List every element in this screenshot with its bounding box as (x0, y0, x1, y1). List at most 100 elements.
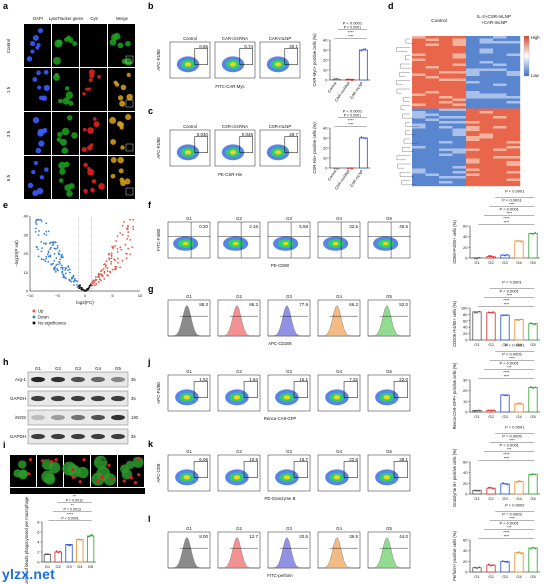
heatmap-cell (479, 138, 494, 142)
heatmap-cell (412, 83, 426, 87)
heatmap-cell (479, 58, 494, 62)
panel-j-bar-point (504, 394, 506, 397)
panel-g-flow-3-title: G4 (336, 294, 342, 299)
volcano-point (56, 263, 59, 266)
heatmap-cell (506, 141, 521, 144)
heatmap-cell (493, 168, 507, 172)
panel-c-bar-point (360, 136, 363, 138)
volcano-ytick: 10 (24, 270, 29, 275)
panel-g-flow-3: G4 66.2 (317, 294, 361, 337)
panel-i-bar-bar-4 (86, 535, 95, 563)
volcano-point (119, 266, 122, 269)
bead-dot (49, 459, 54, 463)
lyso-dot (54, 72, 59, 77)
panel-f-bar-point (492, 256, 494, 259)
volcano-point (54, 241, 57, 244)
heatmap-cell (479, 113, 494, 117)
merge-dot (126, 72, 131, 78)
panel-f-bar-point (474, 257, 476, 260)
panel-f-bar-sig-stars: P < 0.0001 (502, 198, 522, 203)
heatmap-cell (439, 76, 453, 79)
merge-dot (109, 116, 117, 124)
panel-c-bar-ytick-label: 20 (323, 146, 328, 151)
panel-l-bar-ytick-label: 20 (463, 559, 468, 564)
heatmap-cell (412, 161, 426, 164)
panel-c-flow-1-title: CSR-circRNA (222, 124, 248, 129)
heatmap-cell (439, 121, 453, 124)
heatmap-cell (425, 36, 440, 39)
volcano-point (121, 259, 124, 262)
heatmap-cell (425, 168, 440, 172)
volcano-point (119, 246, 122, 249)
row-label-3: 6 h (6, 174, 11, 181)
heatmap-cell (439, 48, 453, 52)
panel-k-flow-3-gate (343, 461, 358, 478)
panel-c-bar-point (349, 167, 351, 169)
lyso-dot (65, 91, 73, 99)
panel-i-bar-cat-1: G2 (56, 564, 62, 569)
panel-g-bar-point (518, 319, 520, 322)
panel-g-bar-sig-stars: P < 0.0001 (502, 280, 522, 285)
heatmap-cell (493, 146, 507, 149)
cy5-dot (91, 179, 97, 184)
heatmap-cell (479, 88, 494, 92)
heatmap-cell (452, 131, 467, 134)
heatmap-cell (439, 73, 453, 77)
volcano-point (131, 246, 134, 249)
heatmap-cell (425, 136, 440, 139)
panel-k-bar-point (492, 487, 494, 490)
heatmap-cell (452, 63, 467, 67)
panel-f-flow-1-value: 2.16 (249, 224, 258, 229)
heatmap-cell (412, 53, 426, 57)
volcano-point (40, 258, 43, 261)
heatmap-cell (466, 71, 480, 74)
heatmap-cell (439, 156, 453, 159)
heatmap-cell (452, 181, 467, 184)
panel-j-flow-1-density-peak (233, 395, 241, 400)
panel-e-volcano: −10 −5 0 5 10 0 10 20 30 40 log2(FC) −log10(P val) U… (14, 214, 143, 326)
panel-k-bar-ylabel: Granzyme B+ positive cells (%) (452, 448, 457, 507)
panel-f-bar-cat-2: G3 (502, 260, 508, 265)
dendrogram-branch (402, 147, 414, 152)
panel-g-flow-1: G2 86.3 (217, 294, 261, 337)
blot-lane-4: G5 (115, 366, 122, 371)
panel-c-bar-ylabel: CSR-His+ positive cells (%) (312, 122, 317, 174)
panel-k-bar-point (506, 483, 508, 486)
panel-c-bar-sig-p: P < 0.0001 (344, 114, 361, 118)
volcano-point (116, 248, 119, 250)
bead-dot (54, 458, 58, 462)
panel-g-flow-2-value: 77.9 (299, 302, 308, 307)
heatmap-cell (452, 36, 467, 39)
panel-k-bar-point (490, 486, 492, 489)
heatmap-cell (493, 86, 507, 89)
bead-dot (110, 476, 114, 481)
panel-j-bar-sig-stars: **** (503, 370, 510, 375)
volcano-point (44, 243, 47, 245)
heatmap-cell (493, 38, 507, 42)
heatmap-cell (452, 143, 467, 147)
heatmap-cell (425, 81, 440, 84)
heatmap-cell (412, 96, 426, 99)
nucleus-dot (30, 49, 35, 54)
phago-legend-0: Macrophage (19, 489, 42, 494)
panel-c-flow-2-gate (284, 136, 298, 153)
heatmap-cell (493, 133, 507, 137)
panel-i-bar-ytick-label: 8 (37, 520, 40, 525)
blot-band (91, 395, 105, 402)
lyso-dot (64, 37, 69, 42)
heatmap-cell (425, 88, 440, 92)
lyso-dot (66, 115, 73, 121)
heatmap-cell (452, 96, 467, 99)
heatmap-cell (452, 183, 467, 187)
panel-k-bar-sig-stars: **** (503, 452, 510, 457)
panel-g-bar-point (476, 311, 478, 314)
volcano-point (44, 260, 47, 263)
volcano-point (54, 248, 57, 250)
panel-c-bar-point (347, 167, 349, 170)
heatmap-cell (412, 153, 426, 157)
blot-lane-1: G2 (55, 366, 62, 371)
heatmap-cell (452, 41, 467, 44)
panel-i-bar-point (46, 553, 49, 555)
